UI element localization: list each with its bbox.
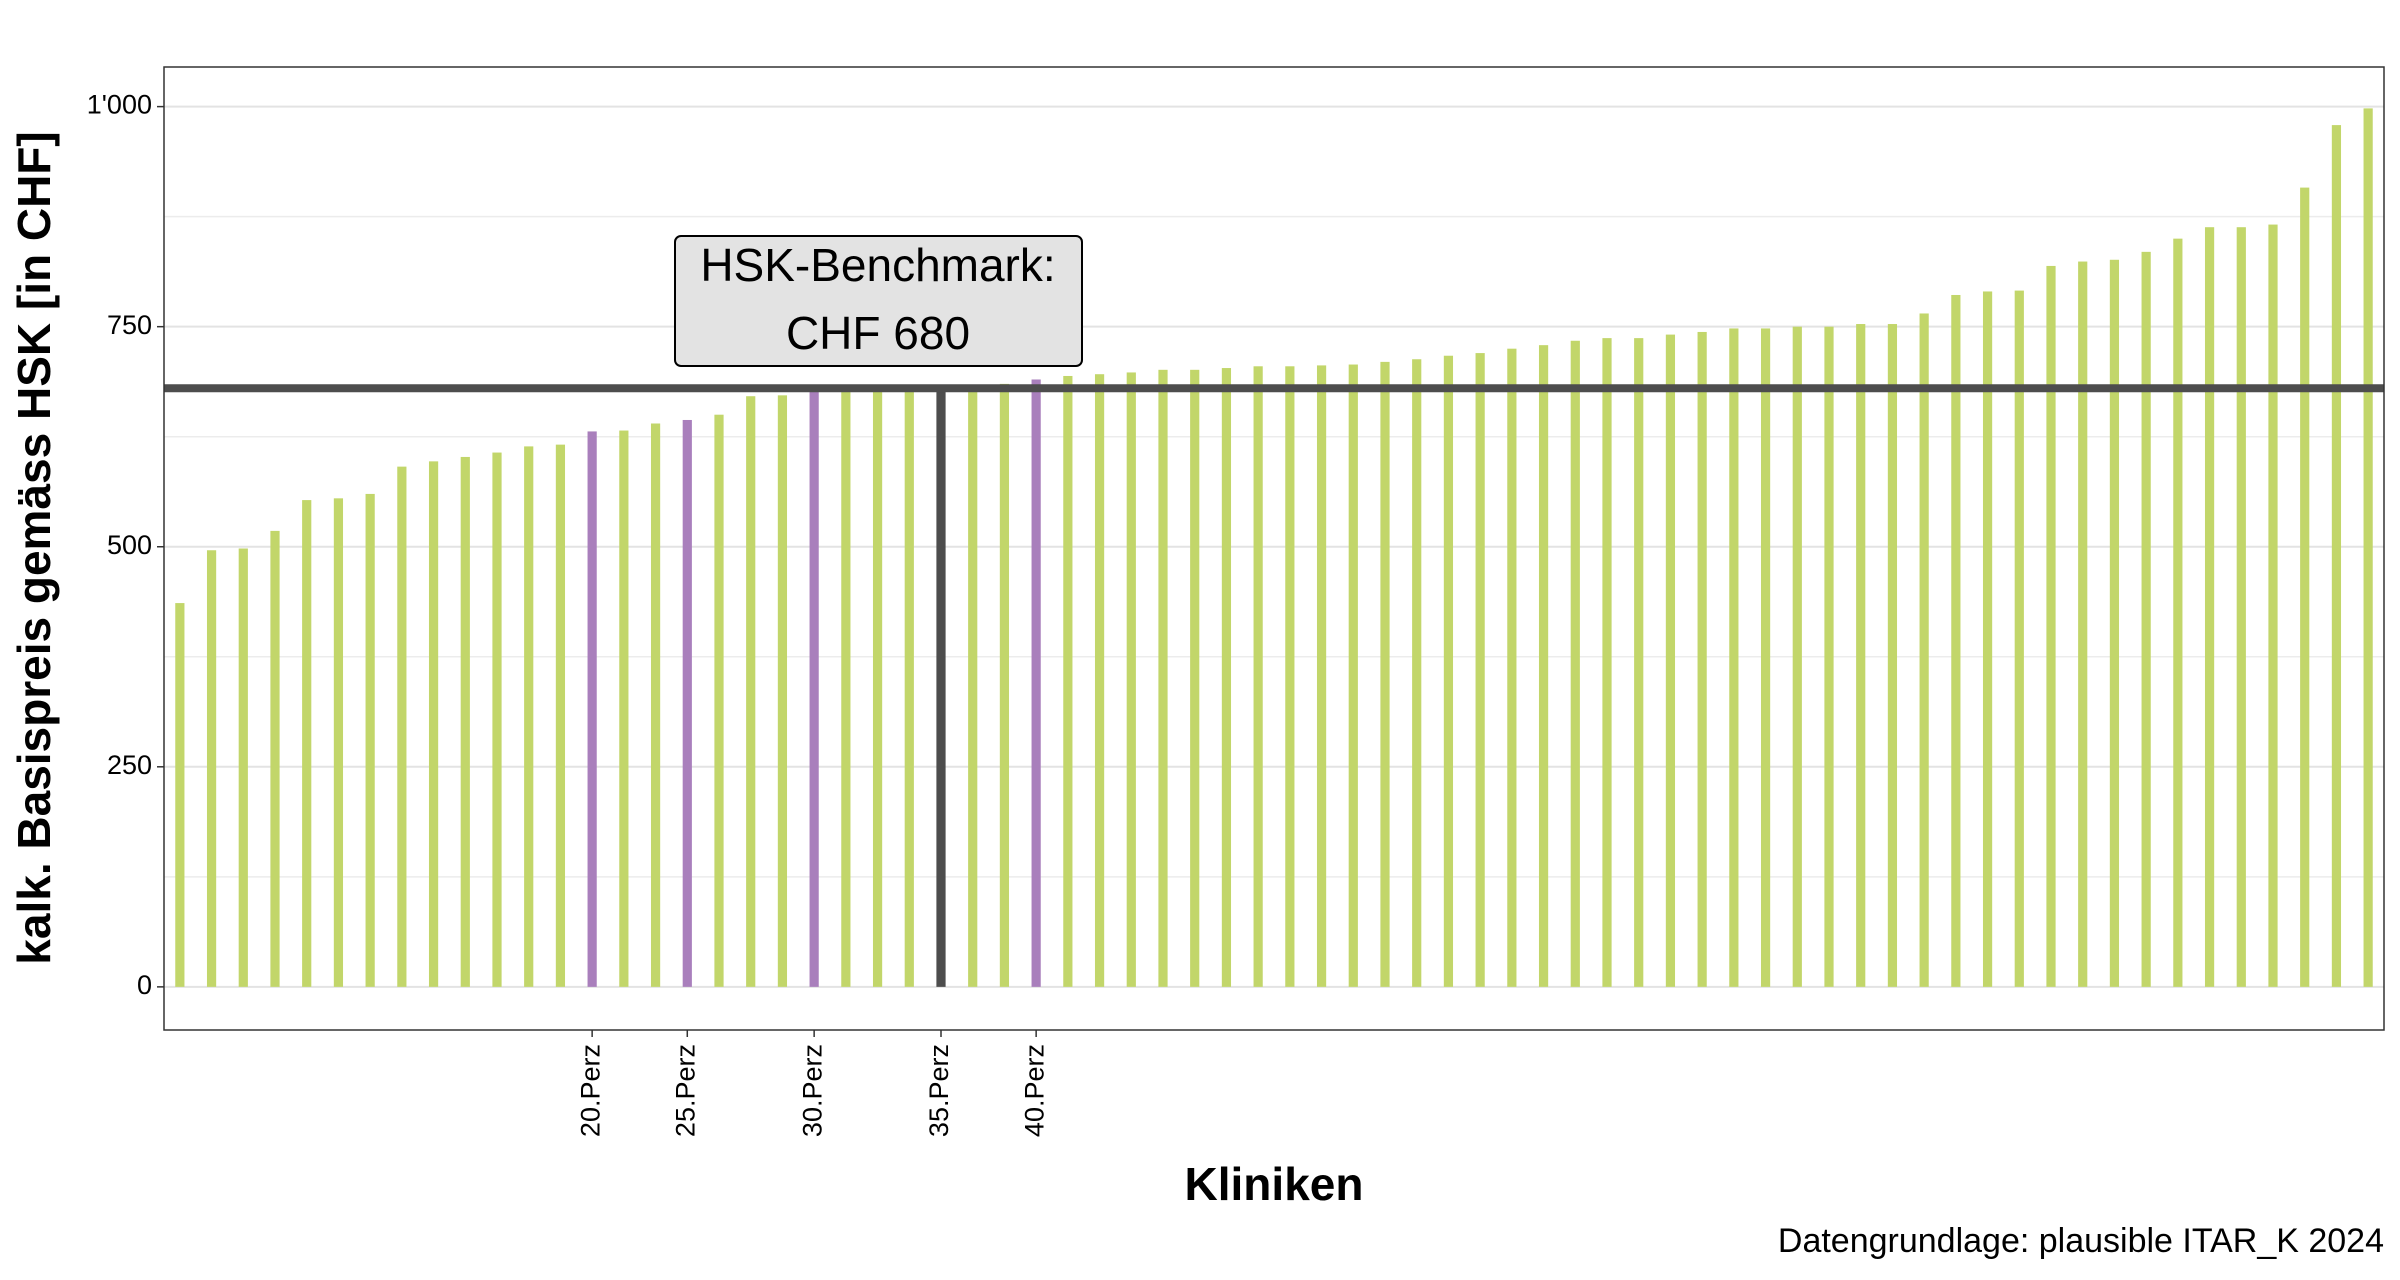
y-tick-label: 1'000 [87, 90, 152, 120]
y-tick-label: 250 [107, 750, 152, 780]
bar [175, 603, 185, 987]
bar [1729, 328, 1739, 987]
bar [365, 493, 375, 987]
y-tick-label: 750 [107, 310, 152, 340]
bar [999, 383, 1010, 987]
plot-border [163, 66, 2385, 1031]
bar [2078, 261, 2088, 987]
y-tick-label: 500 [107, 530, 152, 560]
bar [1697, 331, 1707, 987]
x-tick-label: 20.Perz [575, 1044, 605, 1137]
bar [1887, 324, 1898, 987]
bar [1538, 345, 1549, 987]
bar [1792, 326, 1802, 987]
bar [746, 396, 756, 987]
bar [1634, 338, 1644, 987]
bar [460, 456, 470, 987]
bar [1380, 361, 1390, 987]
bar [714, 414, 724, 987]
bar [587, 431, 597, 987]
y-tick-label: 0 [137, 970, 152, 1000]
bar [968, 389, 978, 987]
bar [2300, 187, 2310, 987]
bar [1507, 348, 1517, 987]
x-tick-label: 35.Perz [924, 1044, 954, 1137]
annotation-text: HSK-Benchmark: [700, 239, 1055, 291]
bar [1570, 340, 1580, 987]
caption: Datengrundlage: plausible ITAR_K 2024 [1778, 1222, 2384, 1260]
bar [2331, 125, 2342, 987]
bar [397, 466, 407, 987]
bar [682, 419, 692, 987]
bar [270, 530, 280, 987]
bar [650, 423, 661, 987]
bar [2204, 227, 2215, 987]
bar [524, 446, 534, 987]
x-tick-label: 25.Perz [670, 1044, 700, 1137]
bar [1602, 338, 1612, 987]
bar [2141, 251, 2151, 987]
y-axis-title: kalk. Basispreis gemäss HSK [in CHF] [8, 131, 60, 964]
bar [2236, 227, 2246, 987]
bar [1158, 369, 1168, 987]
annotation-box [674, 235, 1083, 367]
bar [841, 390, 851, 987]
bar [1856, 324, 1866, 987]
bar [492, 452, 502, 987]
bar [302, 500, 312, 987]
bar [1951, 294, 1961, 987]
bar [2363, 108, 2373, 987]
x-tick-label: 40.Perz [1019, 1044, 1049, 1137]
bar [1285, 366, 1295, 987]
bar [1665, 334, 1676, 987]
bar [809, 390, 819, 987]
bar [1094, 374, 1105, 987]
bar [1982, 291, 1993, 987]
bar [1253, 366, 1263, 987]
bar [1063, 375, 1073, 987]
bar [1760, 328, 1771, 987]
bar [777, 395, 788, 987]
bar [1031, 379, 1041, 987]
bar [1316, 365, 1327, 987]
bar [206, 550, 217, 987]
bar [333, 498, 344, 987]
bar [1443, 355, 1454, 987]
bar [619, 430, 629, 987]
bar [904, 390, 914, 987]
bar [1190, 369, 1200, 987]
bar [2014, 290, 2024, 987]
bar [1126, 372, 1136, 987]
bar [1412, 359, 1422, 987]
bar [555, 444, 566, 987]
bar [2046, 265, 2056, 987]
x-tick-label: 30.Perz [797, 1044, 827, 1137]
bar [238, 548, 248, 987]
bar [1919, 313, 1929, 987]
bar [1221, 368, 1232, 987]
bar [1348, 364, 1358, 987]
annotation-text: CHF 680 [786, 307, 970, 359]
x-axis-title: Kliniken [1185, 1158, 1364, 1210]
bar [936, 388, 946, 987]
bar [1475, 353, 1485, 987]
bar [2268, 224, 2278, 987]
bar [1824, 326, 1834, 987]
bar [2173, 238, 2183, 987]
bar [428, 461, 439, 987]
bar [2109, 259, 2120, 987]
bar [872, 390, 883, 987]
